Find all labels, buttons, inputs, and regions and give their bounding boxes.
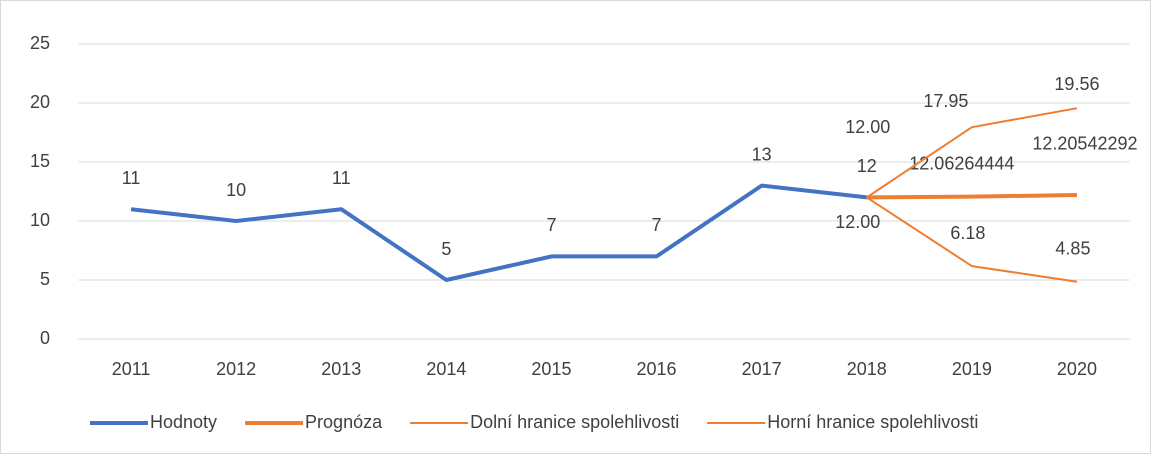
data-label: 13 [752,144,772,164]
x-tick-label: 2019 [952,359,992,379]
y-tick-label: 15 [30,151,50,171]
data-label: 12 [857,156,877,176]
y-tick-label: 25 [30,33,50,53]
data-label: 12.00 [835,212,880,232]
x-tick-label: 2014 [426,359,466,379]
data-label: 5 [441,239,451,259]
x-tick-label: 2020 [1057,359,1097,379]
data-label: 11 [332,168,351,188]
data-label: 6.18 [950,223,985,243]
legend-label: Prognóza [305,412,383,432]
x-tick-label: 2017 [742,359,782,379]
series-line [130,183,867,282]
data-label: 12.06264444 [909,153,1014,173]
data-label: 12.20542292 [1032,134,1137,154]
data-label: 12.00 [845,117,890,137]
x-tick-label: 2013 [321,359,361,379]
y-tick-label: 20 [30,92,50,112]
y-tick-label: 5 [40,269,50,289]
data-label: 7 [546,215,556,235]
y-tick-label: 10 [30,210,50,230]
series-line [866,192,1077,200]
data-label: 4.85 [1055,239,1090,259]
legend-label: Hodnoty [150,412,217,432]
y-tick-label: 0 [40,328,50,348]
series-line [866,196,1078,283]
data-label: 7 [652,215,662,235]
data-label: 10 [226,180,246,200]
data-label: 11 [122,168,141,188]
x-tick-label: 2015 [531,359,571,379]
x-tick-label: 2016 [637,359,677,379]
x-tick-label: 2012 [216,359,256,379]
legend-label: Dolní hranice spolehlivosti [470,412,679,432]
data-label: 19.56 [1054,74,1099,94]
legend-label: Horní hranice spolehlivosti [767,412,978,432]
series-line [866,107,1078,199]
x-tick-label: 2011 [112,359,151,379]
data-label: 17.95 [923,91,968,111]
x-tick-label: 2018 [847,359,887,379]
